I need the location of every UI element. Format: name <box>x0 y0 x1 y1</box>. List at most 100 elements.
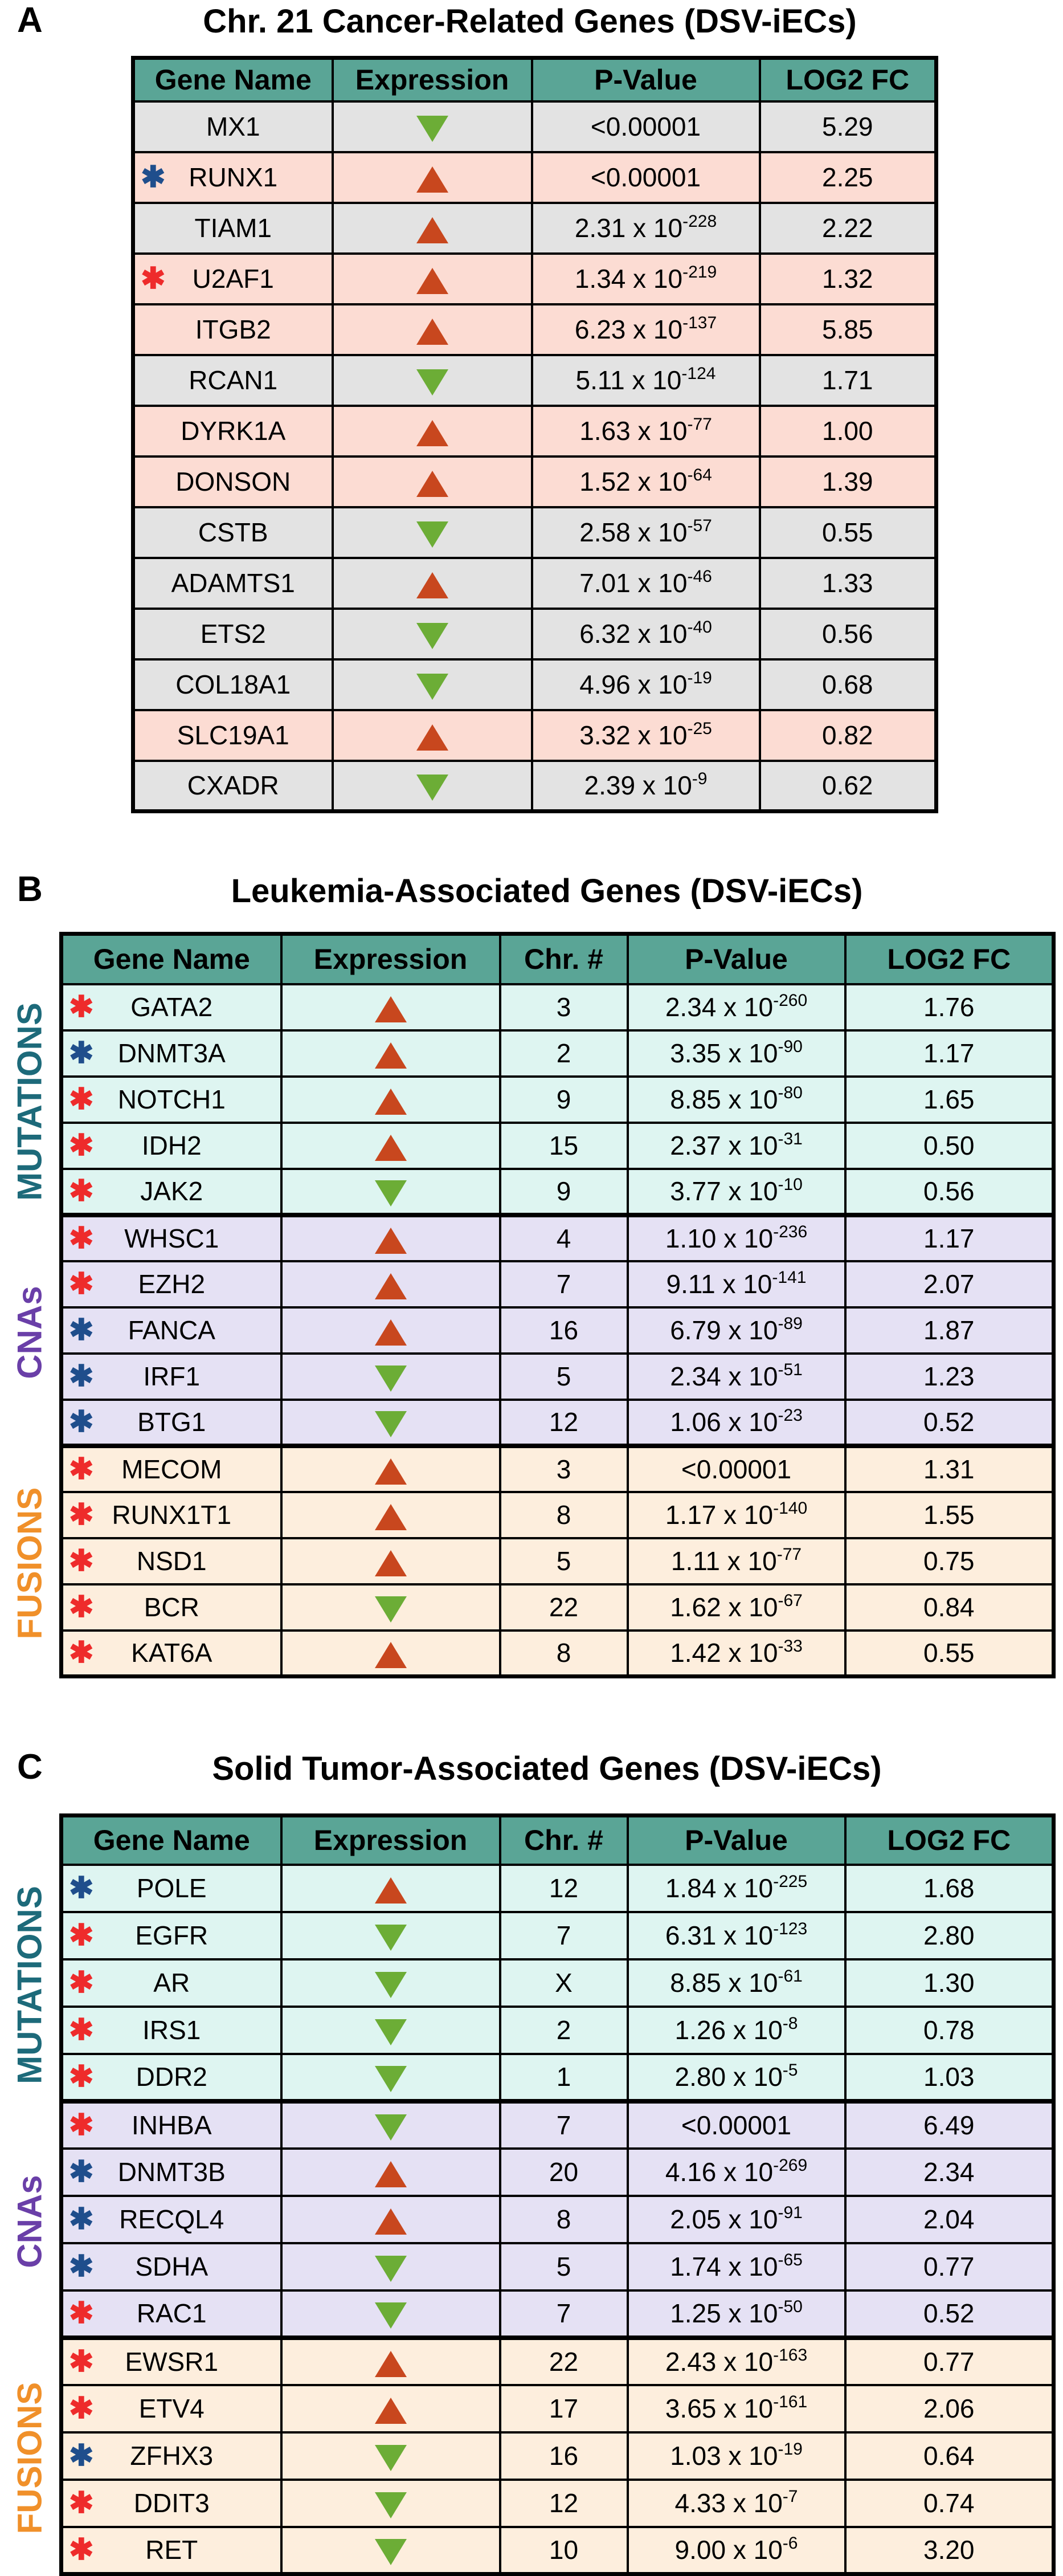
chromosome-cell: 8 <box>498 1490 629 1539</box>
p-value-base: <0.00001 <box>590 112 701 141</box>
column-header: Expression <box>280 932 501 985</box>
gene-name-cell: COL18A1 <box>132 658 334 711</box>
gene-name-cell: ✱ BTG1 <box>60 1398 283 1447</box>
log2fc-cell: 1.33 <box>758 556 938 610</box>
red-star-icon: ✱ <box>69 1222 94 1255</box>
down-triangle-icon <box>374 1596 407 1623</box>
gene-name: U2AF1 <box>192 264 274 294</box>
column-header: P-Value <box>530 56 761 103</box>
blue-star-icon: ✱ <box>69 2155 94 2188</box>
p-value-exponent: -67 <box>778 1591 803 1610</box>
table-row: ✱ KAT6A 8 1.42 x 10-33 0.55 <box>60 1629 1055 1678</box>
expression-cell <box>331 353 533 407</box>
p-value-cell: 8.85 x 10-80 <box>626 1075 847 1124</box>
gene-name: DDR2 <box>136 2062 207 2092</box>
p-value-base: 4.16 x 10 <box>665 2157 774 2187</box>
blue-star-icon: ✱ <box>69 1872 94 1905</box>
p-value-exponent: -46 <box>687 567 712 586</box>
chromosome-cell: 5 <box>498 1536 629 1585</box>
log2fc-cell: 0.75 <box>844 1536 1055 1585</box>
log2fc-cell: 5.29 <box>758 100 938 153</box>
chromosome-cell: 2 <box>498 2005 629 2055</box>
p-value-base: 8.85 x 10 <box>670 1085 778 1114</box>
red-star-icon: ✱ <box>69 991 94 1024</box>
group-label-mutations: MUTATIONS <box>10 1885 48 2084</box>
table-row: ✱ POLE 12 1.84 x 10-225 1.68 <box>60 1863 1055 1913</box>
log2fc-cell: 1.03 <box>844 2052 1055 2102</box>
p-value-exponent: -9 <box>692 769 708 789</box>
table-row: ✱ IRS1 2 1.26 x 10-8 0.78 <box>60 2005 1055 2055</box>
gene-name-cell: ✱ IRF1 <box>60 1352 283 1401</box>
red-star-icon: ✱ <box>141 262 166 295</box>
gene-name-cell: ✱ NOTCH1 <box>60 1075 283 1124</box>
gene-name: CXADR <box>187 771 279 801</box>
log2fc-cell: 1.87 <box>844 1306 1055 1355</box>
table-row: RCAN1 5.11 x 10-124 1.71 <box>132 353 938 407</box>
p-value-base: 3.35 x 10 <box>670 1038 778 1068</box>
p-value-cell: 3.32 x 10-25 <box>530 708 761 762</box>
expression-cell <box>280 2241 501 2292</box>
group-label-cnas: CNAs <box>10 2174 48 2268</box>
expression-cell <box>331 252 533 305</box>
down-triangle-icon <box>416 369 448 396</box>
log2fc-cell: 0.68 <box>758 658 938 711</box>
p-value-exponent: -90 <box>778 1037 803 1056</box>
down-triangle-icon <box>416 673 448 700</box>
expression-cell <box>331 506 533 559</box>
p-value-cell: 3.35 x 10-90 <box>626 1029 847 1078</box>
p-value-exponent: -19 <box>778 2440 803 2459</box>
expression-cell <box>280 1536 501 1585</box>
red-star-icon: ✱ <box>69 2060 94 2093</box>
up-triangle-icon <box>374 1503 407 1530</box>
p-value-cell: <0.00001 <box>530 100 761 153</box>
red-star-icon: ✱ <box>69 2109 94 2142</box>
gene-name-cell: ✱ MECOM <box>60 1443 283 1493</box>
gene-name: RECQL4 <box>119 2204 224 2234</box>
gene-name: NOTCH1 <box>117 1085 226 1114</box>
down-triangle-icon <box>374 1924 407 1951</box>
group-label-mutations: MUTATIONS <box>10 1002 48 1201</box>
log2fc-cell: 0.55 <box>758 506 938 559</box>
log2fc-cell: 0.64 <box>844 2431 1055 2481</box>
gene-name-cell: ✱ RAC1 <box>60 2289 283 2339</box>
expression-cell <box>280 2289 501 2339</box>
p-value-exponent: -51 <box>778 1360 803 1379</box>
gene-name-cell: DONSON <box>132 455 334 508</box>
gene-name-cell: ✱ DNMT3B <box>60 2147 283 2197</box>
red-star-icon: ✱ <box>69 1267 94 1301</box>
log2fc-cell: 2.80 <box>844 1910 1055 1960</box>
chromosome-cell: 2 <box>498 1029 629 1078</box>
column-header: P-Value <box>626 1814 847 1866</box>
log2fc-cell: 0.62 <box>758 759 938 813</box>
table-row: ✱ ETV4 17 3.65 x 10-161 2.06 <box>60 2383 1055 2434</box>
column-header: Gene Name <box>60 1814 283 1866</box>
red-star-icon: ✱ <box>69 1544 94 1578</box>
p-value-cell: 1.17 x 10-140 <box>626 1490 847 1539</box>
gene-name: DNMT3A <box>117 1038 226 1068</box>
gene-name: GATA2 <box>130 992 213 1022</box>
blue-star-icon: ✱ <box>69 1037 94 1070</box>
p-value-base: <0.00001 <box>681 1454 792 1484</box>
expression-cell <box>280 2431 501 2481</box>
gene-name: EZH2 <box>138 1269 206 1299</box>
gene-name-cell: ✱ GATA2 <box>60 983 283 1032</box>
gene-name: JAK2 <box>140 1176 203 1206</box>
p-value-exponent: -40 <box>687 618 712 637</box>
red-star-icon: ✱ <box>69 1966 94 1999</box>
up-triangle-icon <box>416 419 448 446</box>
down-triangle-icon <box>416 115 448 142</box>
p-value-base: 3.77 x 10 <box>670 1176 778 1206</box>
p-value-base: 2.34 x 10 <box>670 1362 778 1391</box>
p-value-cell: 1.11 x 10-77 <box>626 1536 847 1585</box>
p-value-cell: 4.33 x 10-7 <box>626 2478 847 2528</box>
gene-name: SDHA <box>135 2252 208 2281</box>
chromosome-cell: 22 <box>498 1583 629 1632</box>
red-star-icon: ✱ <box>69 1129 94 1162</box>
expression-cell <box>280 2383 501 2434</box>
down-triangle-icon <box>374 2019 407 2045</box>
gene-name-cell: ✱ FANCA <box>60 1306 283 1355</box>
down-triangle-icon <box>374 1180 407 1207</box>
log2fc-cell: 1.32 <box>758 252 938 305</box>
p-value-cell: 1.84 x 10-225 <box>626 1863 847 1913</box>
column-header: Gene Name <box>60 932 283 985</box>
